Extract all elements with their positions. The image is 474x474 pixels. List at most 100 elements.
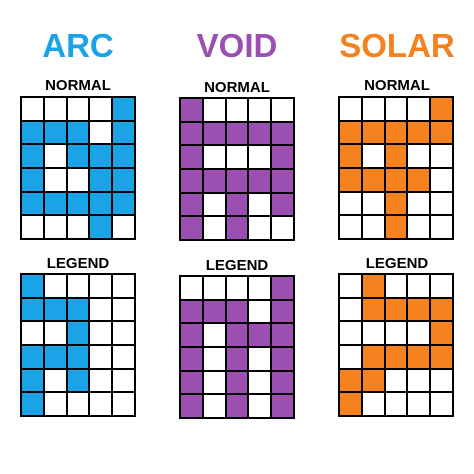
solar-cell-r4-c0 xyxy=(340,369,361,392)
arc-cell-r1-c3 xyxy=(90,298,112,321)
void-cell-r1-c3 xyxy=(249,122,271,145)
solar-cell-r4-c3 xyxy=(408,369,430,392)
void-cell-r3-c1 xyxy=(203,169,225,192)
arc-cell-r2-c1 xyxy=(44,145,66,167)
arc-legend-grid xyxy=(20,273,136,417)
arc-cell-r3-c3 xyxy=(90,345,112,368)
void-cell-r3-c0 xyxy=(181,169,202,192)
solar-cell-r0-c1 xyxy=(362,275,384,297)
solar-cell-r3-c4 xyxy=(431,345,452,368)
arc-cell-r0-c4 xyxy=(113,98,134,120)
solar-cell-r5-c0 xyxy=(340,393,361,415)
void-cell-r5-c0 xyxy=(181,395,202,417)
solar-cell-r0-c2 xyxy=(385,98,407,120)
arc-cell-r2-c2 xyxy=(67,145,89,167)
solar-cell-r4-c3 xyxy=(408,192,430,215)
solar-cell-r0-c3 xyxy=(408,275,430,297)
solar-cell-r0-c2 xyxy=(385,275,407,297)
arc-cell-r3-c3 xyxy=(90,168,112,191)
arc-cell-r5-c4 xyxy=(113,216,134,238)
arc-title: ARC xyxy=(42,27,114,64)
arc-cell-r3-c0 xyxy=(22,168,43,191)
arc-cell-r4-c1 xyxy=(44,369,66,392)
arc-legend-label: LEGEND xyxy=(46,255,110,272)
arc-cell-r3-c2 xyxy=(67,168,89,191)
void-cell-r5-c3 xyxy=(249,395,271,417)
void-cell-r5-c3 xyxy=(249,217,271,239)
arc-normal-grid xyxy=(20,96,136,240)
solar-cell-r3-c0 xyxy=(340,345,361,368)
solar-cell-r1-c2 xyxy=(385,121,407,144)
void-cell-r0-c1 xyxy=(203,99,225,121)
void-cell-r1-c3 xyxy=(249,300,271,323)
void-cell-r3-c1 xyxy=(203,347,225,370)
solar-cell-r0-c4 xyxy=(431,275,452,297)
void-cell-r4-c2 xyxy=(226,193,248,216)
arc-cell-r0-c3 xyxy=(90,98,112,120)
solar-cell-r0-c0 xyxy=(340,275,361,297)
solar-cell-r1-c3 xyxy=(408,121,430,144)
arc-cell-r4-c2 xyxy=(67,369,89,392)
solar-cell-r2-c2 xyxy=(385,322,407,344)
solar-cell-r4-c4 xyxy=(431,192,452,215)
arc-cell-r0-c1 xyxy=(44,98,66,120)
void-cell-r5-c2 xyxy=(226,217,248,239)
void-cell-r0-c2 xyxy=(226,99,248,121)
solar-cell-r2-c4 xyxy=(431,145,452,167)
solar-cell-r4-c2 xyxy=(385,369,407,392)
arc-cell-r4-c3 xyxy=(90,192,112,215)
void-cell-r0-c4 xyxy=(272,277,293,299)
solar-cell-r2-c4 xyxy=(431,322,452,344)
arc-cell-r3-c0 xyxy=(22,345,43,368)
void-cell-r4-c2 xyxy=(226,371,248,394)
void-normal-label: NORMAL xyxy=(204,79,270,96)
solar-cell-r2-c1 xyxy=(362,322,384,344)
void-title: VOID xyxy=(196,27,278,64)
solar-cell-r1-c3 xyxy=(408,298,430,321)
void-cell-r3-c3 xyxy=(249,347,271,370)
arc-normal-label: NORMAL xyxy=(45,77,111,94)
solar-cell-r5-c1 xyxy=(362,393,384,415)
void-cell-r1-c4 xyxy=(272,300,293,323)
solar-legend-grid xyxy=(338,273,454,417)
void-cell-r4-c1 xyxy=(203,371,225,394)
solar-cell-r4-c0 xyxy=(340,192,361,215)
void-cell-r4-c4 xyxy=(272,193,293,216)
void-cell-r4-c0 xyxy=(181,193,202,216)
solar-cell-r3-c4 xyxy=(431,168,452,191)
solar-cell-r3-c2 xyxy=(385,345,407,368)
void-normal-grid xyxy=(179,97,295,241)
void-cell-r1-c2 xyxy=(226,300,248,323)
void-cell-r5-c0 xyxy=(181,217,202,239)
arc-cell-r2-c0 xyxy=(22,322,43,344)
solar-cell-r4-c1 xyxy=(362,369,384,392)
void-cell-r2-c2 xyxy=(226,324,248,346)
solar-cell-r1-c1 xyxy=(362,298,384,321)
arc-cell-r2-c1 xyxy=(44,322,66,344)
solar-cell-r1-c4 xyxy=(431,298,452,321)
void-cell-r1-c1 xyxy=(203,300,225,323)
void-cell-r3-c2 xyxy=(226,169,248,192)
void-cell-r5-c2 xyxy=(226,395,248,417)
solar-cell-r4-c4 xyxy=(431,369,452,392)
arc-cell-r1-c1 xyxy=(44,298,66,321)
solar-title: SOLAR xyxy=(339,27,455,64)
solar-cell-r5-c4 xyxy=(431,393,452,415)
arc-cell-r4-c4 xyxy=(113,369,134,392)
arc-cell-r5-c2 xyxy=(67,393,89,415)
void-cell-r4-c4 xyxy=(272,371,293,394)
arc-cell-r1-c3 xyxy=(90,121,112,144)
void-legend-label: LEGEND xyxy=(205,257,269,274)
solar-cell-r2-c2 xyxy=(385,145,407,167)
arc-cell-r2-c4 xyxy=(113,322,134,344)
arc-cell-r5-c3 xyxy=(90,216,112,238)
void-cell-r2-c1 xyxy=(203,146,225,168)
void-cell-r2-c1 xyxy=(203,324,225,346)
arc-cell-r1-c4 xyxy=(113,121,134,144)
arc-cell-r5-c3 xyxy=(90,393,112,415)
arc-cell-r0-c0 xyxy=(22,275,43,297)
void-cell-r4-c0 xyxy=(181,371,202,394)
solar-cell-r3-c1 xyxy=(362,168,384,191)
void-cell-r4-c3 xyxy=(249,193,271,216)
void-cell-r5-c4 xyxy=(272,395,293,417)
